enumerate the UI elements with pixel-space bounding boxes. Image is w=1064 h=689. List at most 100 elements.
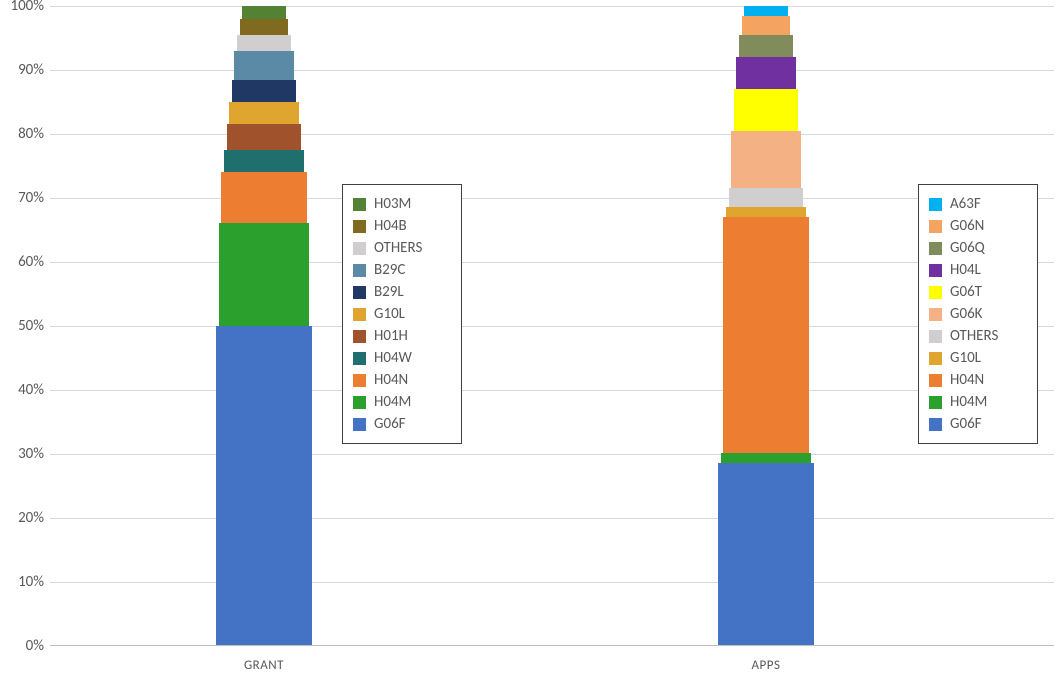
bar-segment xyxy=(216,326,312,646)
legend-label: H03M xyxy=(374,195,411,213)
legend-swatch xyxy=(929,418,942,431)
bar-segment xyxy=(718,463,814,645)
legend-item: H04M xyxy=(353,393,451,411)
gridline xyxy=(50,134,1054,135)
legend-label: H01H xyxy=(374,327,408,345)
legend-item: B29L xyxy=(353,283,451,301)
legend-item: H04L xyxy=(929,261,1027,279)
legend-item: OTHERS xyxy=(929,327,1027,345)
legend-swatch xyxy=(353,242,366,255)
ytick-label: 30% xyxy=(0,445,44,463)
legend-item: B29C xyxy=(353,261,451,279)
legend-item: G10L xyxy=(353,305,451,323)
legend-item: G06N xyxy=(929,217,1027,235)
ytick-label: 50% xyxy=(0,317,44,335)
legend-label: G06N xyxy=(950,217,984,235)
bar-segment xyxy=(227,124,302,150)
bar-segment xyxy=(219,223,310,325)
gridline xyxy=(50,326,1054,327)
ytick-label: 60% xyxy=(0,253,44,271)
legend-item: G06F xyxy=(929,415,1027,433)
bar-group-grant: GRANT xyxy=(216,6,312,645)
gridline xyxy=(50,262,1054,263)
bar-segment xyxy=(731,131,801,189)
legend-swatch xyxy=(929,220,942,233)
bar-segment xyxy=(739,35,793,57)
legend-item: G10L xyxy=(929,349,1027,367)
legend-swatch xyxy=(929,242,942,255)
bar-segment xyxy=(237,35,291,51)
legend-item: H04W xyxy=(353,349,451,367)
ytick-label: 100% xyxy=(0,0,44,15)
legend-swatch xyxy=(353,330,366,343)
legend-swatch xyxy=(929,330,942,343)
gridline xyxy=(50,6,1054,7)
legend-item: H04B xyxy=(353,217,451,235)
legend-swatch xyxy=(353,396,366,409)
legend-label: G06F xyxy=(950,415,982,433)
legend-label: G06Q xyxy=(950,239,985,257)
legend-label: OTHERS xyxy=(374,239,422,257)
ytick-label: 20% xyxy=(0,509,44,527)
legend-label: H04L xyxy=(950,261,981,279)
legend-swatch xyxy=(353,308,366,321)
legend-swatch xyxy=(929,396,942,409)
ytick-label: 0% xyxy=(0,637,44,655)
legend-swatch xyxy=(929,198,942,211)
legend-label: G10L xyxy=(950,349,981,367)
legend-item: A63F xyxy=(929,195,1027,213)
bar-segment xyxy=(744,6,787,16)
legend-label: G10L xyxy=(374,305,405,323)
bar-segment xyxy=(742,16,790,35)
bar-segment xyxy=(221,172,306,223)
legend-item: H01H xyxy=(353,327,451,345)
legend-label: H04M xyxy=(950,393,987,411)
legend-item: G06K xyxy=(929,305,1027,323)
bar-segment xyxy=(240,19,288,35)
bar-segment xyxy=(721,453,812,463)
gridline xyxy=(50,70,1054,71)
legend-item: G06F xyxy=(353,415,451,433)
bar-segment xyxy=(729,188,804,207)
bar-segment xyxy=(734,89,798,131)
bar-segment xyxy=(723,217,808,453)
legend-swatch xyxy=(929,352,942,365)
ytick-label: 80% xyxy=(0,125,44,143)
legend-label: H04N xyxy=(374,371,408,389)
plot-area: GRANT APPS xyxy=(50,6,1054,646)
stacked-bar-chart: GRANT APPS 0% 10% 20% 30% 40% 50% 60% 70% 80% 90% 1… xyxy=(0,0,1064,689)
xcat-label: APPS xyxy=(718,658,814,673)
ytick-label: 10% xyxy=(0,573,44,591)
legend-label: A63F xyxy=(950,195,981,213)
legend-item: H03M xyxy=(353,195,451,213)
legend-swatch xyxy=(353,352,366,365)
legend-swatch xyxy=(929,308,942,321)
legend-label: H04N xyxy=(950,371,984,389)
gridline xyxy=(50,390,1054,391)
ytick-label: 70% xyxy=(0,189,44,207)
bar-segment xyxy=(726,207,806,217)
bar-segment xyxy=(242,6,285,19)
legend-item: G06Q xyxy=(929,239,1027,257)
legend-swatch xyxy=(353,286,366,299)
bar-segment xyxy=(232,80,296,102)
ytick-label: 40% xyxy=(0,381,44,399)
bar-segment xyxy=(736,57,795,89)
legend: A63F G06N G06Q H04L G06T G06K OTHERS G10L H04N H0… xyxy=(918,184,1038,444)
legend-item: H04M xyxy=(929,393,1027,411)
legend-item: G06T xyxy=(929,283,1027,301)
legend-label: B29L xyxy=(374,283,404,301)
legend-item: H04N xyxy=(929,371,1027,389)
legend-swatch xyxy=(929,264,942,277)
legend-item: H04N xyxy=(353,371,451,389)
legend-label: G06T xyxy=(950,283,982,301)
legend-swatch xyxy=(353,198,366,211)
ytick-label: 90% xyxy=(0,61,44,79)
legend-label: H04W xyxy=(374,349,412,367)
legend: H03M H04B OTHERS B29C B29L G10L H01H H04W H04N H0… xyxy=(342,184,462,444)
bar-segment xyxy=(224,150,304,172)
xcat-label: GRANT xyxy=(216,658,312,673)
legend-swatch xyxy=(929,374,942,387)
bar-group-apps: APPS xyxy=(718,6,814,645)
legend-swatch xyxy=(353,418,366,431)
